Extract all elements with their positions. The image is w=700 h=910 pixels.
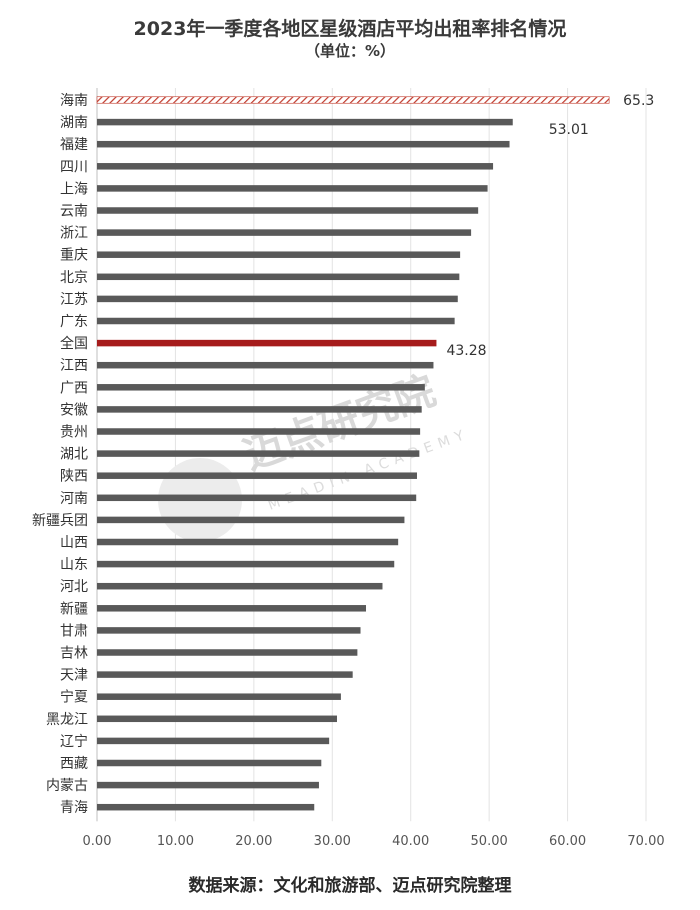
bar-青海	[97, 803, 315, 811]
bar-天津	[97, 671, 353, 678]
category-label: 贵州	[60, 425, 88, 441]
category-label: 宁夏	[60, 689, 88, 706]
category-label: 山东	[60, 557, 88, 573]
category-label: 重庆	[60, 248, 88, 264]
bar-广东	[97, 317, 455, 325]
category-label: 辽宁	[60, 733, 88, 750]
category-label: 安徽	[60, 402, 88, 418]
bar-新疆兵团	[97, 516, 405, 524]
x-tick-label: 20.00	[235, 834, 272, 849]
data-label: 65.3	[623, 93, 654, 109]
category-label: 全国	[60, 335, 88, 352]
bar-江苏	[97, 295, 458, 303]
bar-福建	[97, 140, 510, 148]
x-tick-label: 0.00	[83, 834, 112, 849]
category-label: 青海	[60, 800, 88, 816]
bar-重庆	[97, 251, 461, 258]
bar-内蒙古	[97, 781, 319, 789]
category-label: 云南	[60, 204, 88, 220]
bar-陕西	[97, 472, 417, 479]
category-label: 西藏	[60, 756, 88, 772]
bar-河南	[97, 494, 417, 502]
x-tick-label: 70.00	[627, 834, 664, 849]
category-label: 湖北	[60, 447, 88, 463]
bar-广西	[97, 384, 425, 391]
bar-山东	[97, 560, 395, 568]
data-label: 43.28	[446, 343, 486, 359]
category-label: 河南	[60, 491, 88, 507]
chart-title: 2023年一季度各地区星级酒店平均出租率排名情况	[133, 18, 567, 40]
category-label: 广西	[60, 380, 88, 396]
category-label: 海南	[60, 93, 88, 109]
bar-湖南	[97, 118, 513, 126]
bar-贵州	[97, 428, 421, 435]
category-label: 吉林	[60, 646, 88, 662]
data-label: 53.01	[549, 122, 589, 138]
x-tick-label: 10.00	[157, 834, 194, 849]
category-label: 北京	[60, 270, 88, 286]
bar-黑龙江	[97, 715, 337, 723]
category-label: 山西	[60, 535, 88, 551]
category-label: 浙江	[60, 226, 88, 242]
bar-宁夏	[97, 693, 341, 700]
category-label: 湖南	[60, 115, 88, 131]
bar-海南	[96, 96, 610, 104]
bar-四川	[97, 163, 494, 170]
category-label: 江苏	[60, 292, 88, 308]
category-label: 四川	[60, 159, 88, 175]
bar-辽宁	[97, 737, 330, 745]
chart-subtitle: （单位：%）	[304, 42, 396, 60]
bar-新疆	[97, 605, 367, 612]
bar-湖北	[97, 450, 420, 457]
bar-甘肃	[97, 627, 361, 634]
bar-西藏	[97, 759, 322, 767]
bar-江西	[97, 361, 434, 369]
bar-全国	[97, 339, 437, 347]
category-label: 甘肃	[60, 623, 88, 639]
category-label: 天津	[60, 668, 88, 684]
category-label: 江西	[60, 358, 88, 374]
x-tick-label: 60.00	[549, 834, 586, 849]
bar-安徽	[97, 406, 422, 413]
category-label: 广东	[60, 314, 88, 330]
bar-吉林	[97, 649, 358, 656]
bar-上海	[97, 185, 488, 192]
bar-浙江	[97, 229, 472, 236]
category-label: 福建	[60, 137, 88, 153]
category-label: 上海	[60, 181, 88, 197]
data-source-note: 数据来源：文化和旅游部、迈点研究院整理	[188, 876, 512, 896]
x-tick-label: 30.00	[314, 834, 351, 849]
category-label: 新疆	[60, 601, 88, 617]
bar-北京	[97, 273, 460, 281]
category-label: 河北	[60, 579, 88, 595]
category-label: 内蒙古	[46, 778, 88, 794]
bar-山西	[97, 538, 399, 546]
bar-河北	[97, 582, 383, 590]
x-tick-label: 40.00	[392, 834, 429, 849]
category-label: 陕西	[60, 469, 88, 485]
x-tick-label: 50.00	[471, 834, 508, 849]
bar-云南	[97, 207, 479, 214]
category-label: 黑龙江	[46, 712, 88, 728]
category-label: 新疆兵团	[32, 513, 88, 529]
